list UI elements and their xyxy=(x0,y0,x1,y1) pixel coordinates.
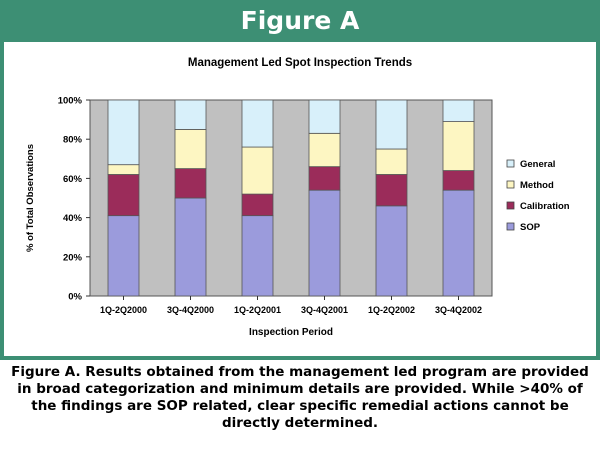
bar-sop-2 xyxy=(174,197,207,297)
bar-sop-4 xyxy=(308,189,341,297)
legend-label-calibration: Calibration xyxy=(520,201,570,212)
bar-method-4 xyxy=(308,132,341,168)
figure-frame: Figure A Management Led Spot Inspection … xyxy=(0,0,600,360)
bar-method-6 xyxy=(442,121,475,171)
legend-swatch-calibration xyxy=(506,201,515,210)
bar-calibration-2 xyxy=(174,168,207,199)
bar-general-3 xyxy=(241,99,274,148)
bar-calibration-1 xyxy=(107,174,140,217)
chart-panel: Management Led Spot Inspection Trends 0% 2… xyxy=(4,42,596,356)
bar-sop-5 xyxy=(375,205,408,297)
bar-calibration-4 xyxy=(308,166,341,191)
bar-general-4 xyxy=(308,99,341,134)
bar-sop-1 xyxy=(107,215,140,297)
bar-calibration-5 xyxy=(375,174,408,207)
x-tick-label: 1Q-2Q2001 xyxy=(234,305,281,315)
bar-method-2 xyxy=(174,129,207,170)
legend-swatch-method xyxy=(506,180,515,189)
chart-title: Management Led Spot Inspection Trends xyxy=(188,57,412,69)
y-tick-label: 100% xyxy=(58,96,83,107)
legend-swatch-sop xyxy=(506,222,515,231)
legend-label-method: Method xyxy=(520,180,554,191)
bar-method-5 xyxy=(375,148,408,175)
y-tick-label: 20% xyxy=(63,252,83,263)
bar-calibration-3 xyxy=(241,193,274,217)
bar-sop-3 xyxy=(241,215,274,297)
legend-label-general: General xyxy=(520,159,555,170)
y-tick-label: 0% xyxy=(68,292,82,303)
legend-label-sop: SOP xyxy=(520,222,541,233)
bar-general-1 xyxy=(107,99,140,166)
bar-calibration-6 xyxy=(442,170,475,191)
figure-label: Figure A xyxy=(240,6,360,35)
x-tick-label: 3Q-4Q2001 xyxy=(301,305,348,315)
y-tick-label: 60% xyxy=(63,174,83,185)
bar-method-1 xyxy=(107,164,140,175)
y-tick-label: 80% xyxy=(63,135,83,146)
y-tick-label: 40% xyxy=(63,213,83,224)
x-tick-label: 1Q-2Q2000 xyxy=(100,305,147,315)
chart-svg: Management Led Spot Inspection Trends 0% 2… xyxy=(25,57,570,338)
plot-area xyxy=(89,99,493,297)
bar-method-3 xyxy=(241,146,274,195)
x-tick-label: 1Q-2Q2002 xyxy=(368,305,415,315)
y-axis-label: % of Total Observations xyxy=(25,144,36,252)
bar-general-6 xyxy=(442,99,475,122)
bar-general-2 xyxy=(174,99,207,130)
x-axis-label: Inspection Period xyxy=(249,327,333,338)
legend-swatch-general xyxy=(506,159,515,168)
bar-general-5 xyxy=(375,99,408,150)
figure-caption: Figure A. Results obtained from the mana… xyxy=(11,364,589,431)
x-tick-label: 3Q-4Q2000 xyxy=(167,305,214,315)
x-tick-label: 3Q-4Q2002 xyxy=(435,305,482,315)
bar-sop-6 xyxy=(442,189,475,297)
